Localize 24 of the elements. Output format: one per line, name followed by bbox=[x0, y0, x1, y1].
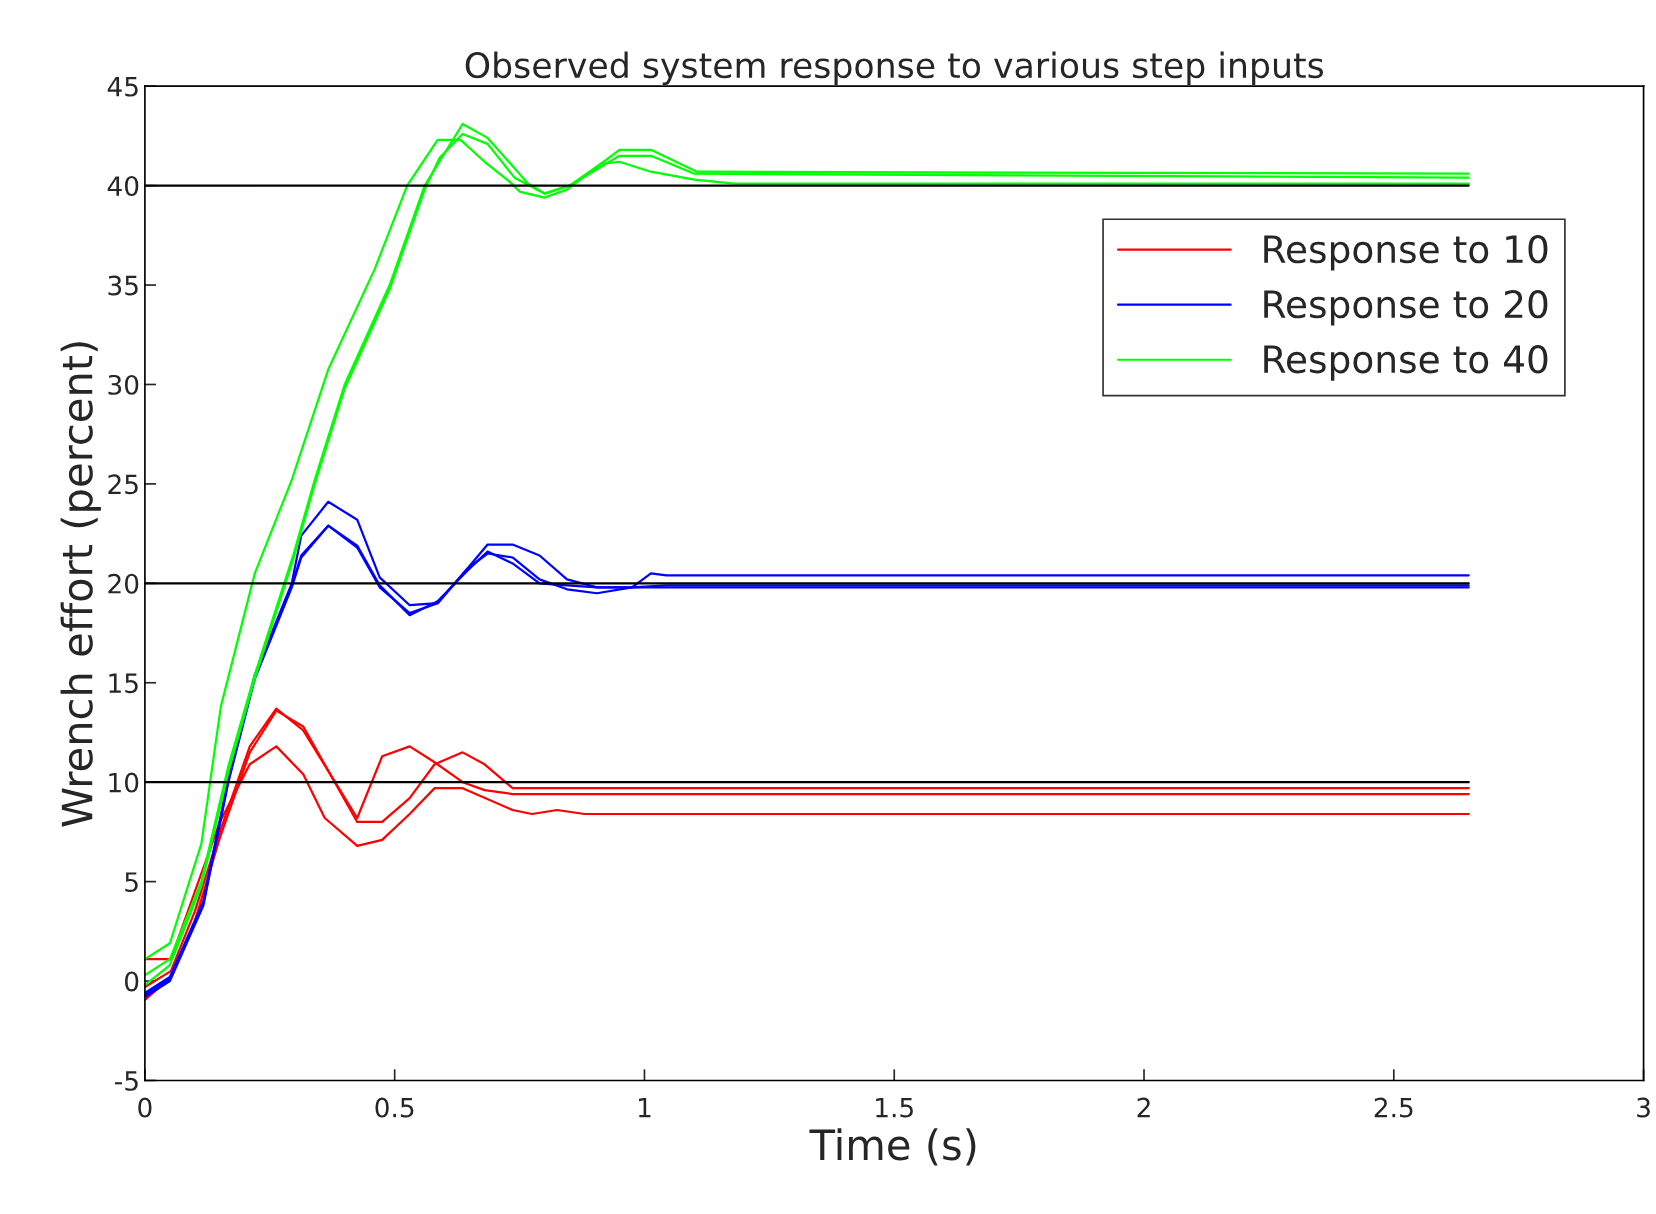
y-tick-label: 0 bbox=[124, 971, 139, 992]
y-tick-label: 25 bbox=[108, 474, 138, 495]
x-tick-label: 2 bbox=[1137, 1097, 1150, 1118]
x-tick-label: 0.5 bbox=[375, 1097, 414, 1118]
x-tick-label: 1.5 bbox=[876, 1097, 913, 1118]
legend-label: Response to 40 bbox=[1264, 345, 1548, 381]
x-tick-label: 1 bbox=[638, 1097, 651, 1118]
y-tick-label: 15 bbox=[109, 673, 138, 694]
x-tick-label: 0 bbox=[138, 1097, 152, 1118]
chart-title: Observed system response to various step inputs bbox=[465, 51, 1324, 86]
x-tick-label: 2.5 bbox=[1374, 1097, 1413, 1118]
y-tick-label: 35 bbox=[108, 275, 138, 296]
legend-label: Response to 20 bbox=[1264, 289, 1548, 326]
y-tick-label: 40 bbox=[107, 176, 139, 197]
x-axis-title: Time (s) bbox=[809, 1128, 976, 1166]
y-axis-title: Wrench effort (percent) bbox=[60, 342, 101, 827]
y-tick-label: 45 bbox=[107, 76, 138, 97]
y-tick-label: 5 bbox=[125, 872, 138, 893]
legend-label: Response to 10 bbox=[1264, 234, 1548, 271]
y-tick-label: 10 bbox=[109, 772, 139, 793]
y-tick-label: -5 bbox=[115, 1071, 138, 1091]
y-tick-label: 20 bbox=[108, 573, 139, 594]
x-tick-label: 3 bbox=[1637, 1097, 1650, 1118]
y-tick-label: 30 bbox=[108, 374, 139, 395]
